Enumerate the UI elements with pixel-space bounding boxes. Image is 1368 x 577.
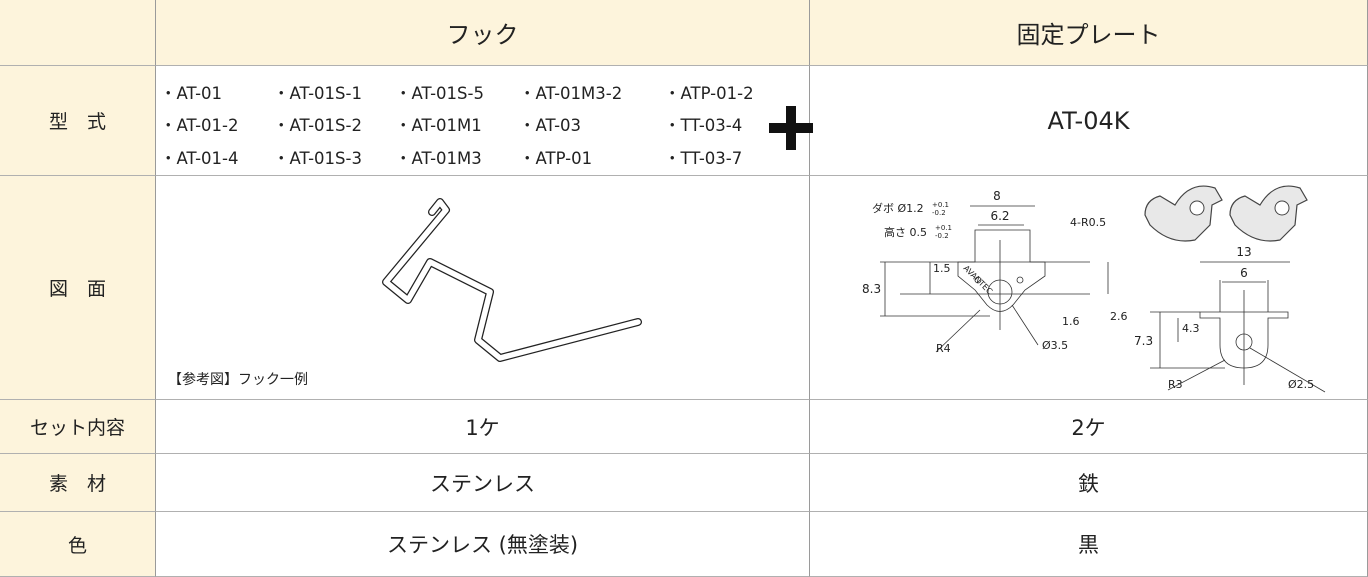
plate-drawing-left	[880, 205, 1109, 353]
plate-set: 2ケ	[810, 400, 1368, 454]
dim-label: 8.3	[862, 282, 881, 296]
dim-label: +0.1	[935, 224, 952, 232]
dim-label: Ø2.5	[1288, 378, 1314, 391]
dim-label: 1.6	[1062, 315, 1080, 328]
dim-label: 高さ 0.5	[884, 225, 927, 239]
hook-model: ・AT-01-4	[160, 149, 239, 168]
hook-model: ・TT-03-7	[664, 149, 743, 168]
row-label: セット内容	[0, 400, 156, 454]
dim-label: R4	[936, 342, 951, 355]
dim-label: 4.3	[1182, 322, 1200, 335]
dim-label: 4-R0.5	[1070, 216, 1106, 229]
dim-label: 6.2	[990, 209, 1009, 223]
row-label: 素 材	[0, 454, 156, 512]
dim-label: 1.5	[933, 262, 951, 275]
dim-label: 2.6	[1110, 310, 1128, 323]
hook-model: ・AT-01	[160, 84, 223, 103]
hook-model: ・AT-01-2	[160, 116, 239, 135]
hook-model: ・ATP-01	[519, 149, 593, 168]
dim-label: -0.2	[935, 232, 949, 240]
hook-model: ・AT-01S-5	[395, 84, 484, 103]
hook-set: 1ケ	[156, 400, 810, 454]
plate-drawing-right	[1150, 261, 1326, 393]
header-plate: 固定プレート	[810, 0, 1368, 66]
hook-model: ・TT-03-4	[664, 116, 743, 135]
brand-mark: AVANTEC	[962, 264, 995, 297]
hook-model: ・AT-01S-2	[273, 116, 362, 135]
dim-label: 8	[993, 189, 1001, 203]
hook-model: ・AT-01M1	[395, 116, 482, 135]
hook-caption: 【参考図】フック一例	[168, 371, 308, 388]
dim-label: ダボ Ø1.2	[872, 201, 924, 215]
hook-model: ・ATP-01-2	[664, 84, 754, 103]
row-label: 型 式	[0, 66, 156, 176]
hook-models	[156, 66, 810, 176]
dim-label: 13	[1236, 245, 1251, 259]
hook-model: ・AT-03	[519, 116, 582, 135]
dim-label: -0.2	[932, 209, 946, 217]
hook-drawing	[382, 198, 642, 362]
plate-isometric	[1144, 185, 1308, 242]
dim-label: Ø3.5	[1042, 339, 1068, 352]
hook-material: ステンレス	[156, 454, 810, 512]
dim-label: 7.3	[1134, 334, 1153, 348]
corner-cell	[0, 0, 156, 66]
hook-model: ・AT-01M3-2	[519, 84, 623, 103]
dim-label: +0.1	[932, 201, 949, 209]
hook-model: ・AT-01S-1	[273, 84, 362, 103]
hook-drawing-cell	[156, 176, 810, 400]
header-hook: フック	[156, 0, 810, 66]
row-label: 色	[0, 512, 156, 577]
dim-label: 6	[1240, 266, 1248, 280]
plus-icon	[769, 123, 813, 133]
hook-model: ・AT-01M3	[395, 149, 482, 168]
row-label: 図 面	[0, 176, 156, 400]
hook-model: ・AT-01S-3	[273, 149, 362, 168]
dim-label: R3	[1168, 378, 1183, 391]
